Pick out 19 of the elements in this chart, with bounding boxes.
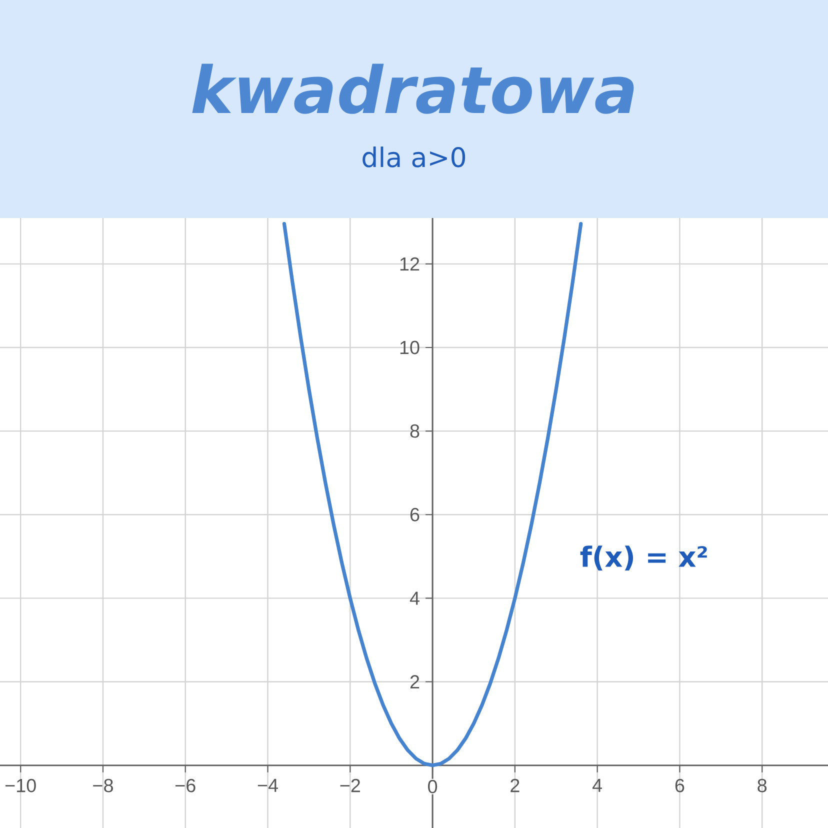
- x-tick-label: 4: [592, 778, 602, 792]
- x-tick-label: −6: [176, 778, 196, 792]
- x-tick-label: −8: [93, 778, 113, 792]
- y-tick-label: 6: [410, 508, 420, 522]
- chart-subtitle: dla a>0: [362, 146, 466, 168]
- y-tick-label: 4: [410, 592, 420, 605]
- series-label: f(x) = x²: [580, 546, 707, 570]
- y-tick-label: 12: [400, 257, 420, 271]
- x-tick-label: 8: [758, 778, 767, 792]
- x-tick-label: 2: [510, 778, 520, 792]
- y-tick-label: 10: [400, 340, 420, 354]
- x-tick-label: −4: [258, 778, 278, 792]
- x-tick-label: −10: [5, 778, 36, 792]
- x-tick-label: 6: [675, 778, 684, 792]
- y-tick-label: 8: [410, 424, 420, 438]
- x-tick-label: −2: [340, 778, 360, 792]
- x-tick-label: 0: [428, 780, 438, 794]
- y-tick-label: 2: [410, 675, 420, 688]
- chart-title: kwadratowa: [192, 64, 634, 114]
